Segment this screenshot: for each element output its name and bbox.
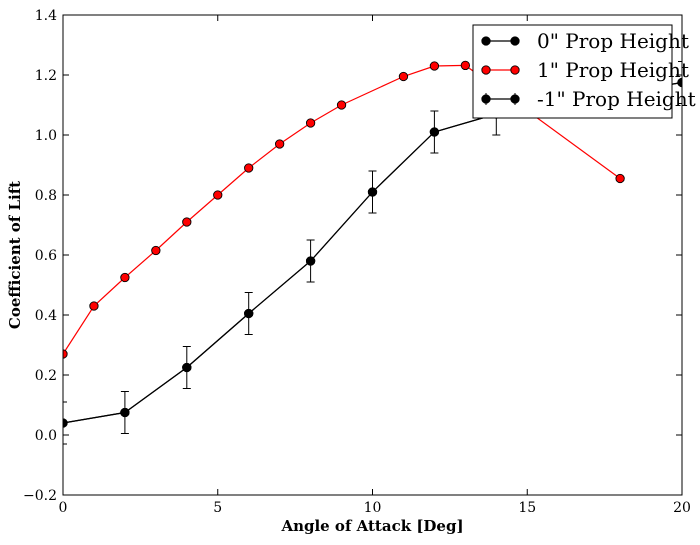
y-axis-title: Coefficient of Lift (6, 181, 24, 329)
legend-label: -1" Prop Height (537, 87, 696, 111)
x-tick-label: 15 (518, 500, 536, 516)
data-point (305, 118, 316, 128)
legend-item: 0" Prop Height (481, 29, 689, 53)
data-point (89, 301, 99, 311)
y-tick-label: 1.2 (35, 68, 57, 84)
x-tick-label: 5 (213, 500, 222, 516)
legend-item: 1" Prop Height (481, 58, 689, 82)
y-tick-label: 0.4 (35, 308, 57, 324)
legend: 0" Prop Height 1" Prop Height -1" Prop Hei… (472, 24, 696, 119)
legend-marker (510, 36, 520, 46)
y-tick-label: −0.2 (23, 488, 57, 504)
data-point (120, 407, 130, 418)
x-tick-label: 10 (364, 500, 382, 516)
data-point (244, 163, 254, 173)
data-point (398, 71, 409, 82)
data-point (151, 245, 161, 256)
x-tick-label: 20 (673, 500, 691, 516)
data-point (460, 60, 470, 71)
x-axis-title: Angle of Attack [Deg] (280, 517, 463, 535)
legend-marker (481, 94, 491, 104)
data-point (429, 127, 440, 137)
data-point (213, 190, 223, 200)
legend-item: -1" Prop Height (481, 87, 696, 111)
data-point (182, 362, 192, 373)
series-1 (63, 60, 625, 359)
y-tick-label: 0.6 (35, 248, 57, 264)
data-point (182, 217, 192, 227)
y-tick-label: 0.2 (35, 368, 57, 384)
data-point (120, 272, 130, 283)
legend-marker (510, 65, 520, 75)
y-tick-label: 0.0 (35, 428, 57, 444)
series-line (63, 64, 621, 355)
data-point (429, 61, 440, 71)
data-point (63, 349, 68, 359)
data-point (274, 139, 285, 149)
legend-items: 0" Prop Height 1" Prop Height -1" Prop Hei… (481, 29, 696, 111)
data-point (367, 187, 378, 197)
ticks-layer: 0 5 10 15 20 −0.2 0.0 0.2 0.4 0.6 0.8 1.0 1.2 1.4 (23, 8, 691, 516)
data-point (63, 418, 68, 428)
data-point (244, 308, 254, 319)
data-point (336, 100, 347, 110)
plot-layer (63, 60, 682, 445)
y-tick-label: 1.0 (35, 128, 57, 144)
legend-label: 0" Prop Height (537, 29, 689, 53)
legend-marker (481, 36, 491, 46)
legend-marker (510, 94, 520, 104)
legend-label: 1" Prop Height (537, 58, 689, 82)
x-tick-label: 0 (59, 500, 68, 516)
data-point (305, 256, 316, 266)
series-2 (63, 61, 682, 445)
y-tick-label: 0.8 (35, 188, 57, 204)
y-tick-label: 1.4 (35, 8, 57, 24)
legend-marker (481, 65, 491, 75)
data-point (615, 173, 625, 184)
